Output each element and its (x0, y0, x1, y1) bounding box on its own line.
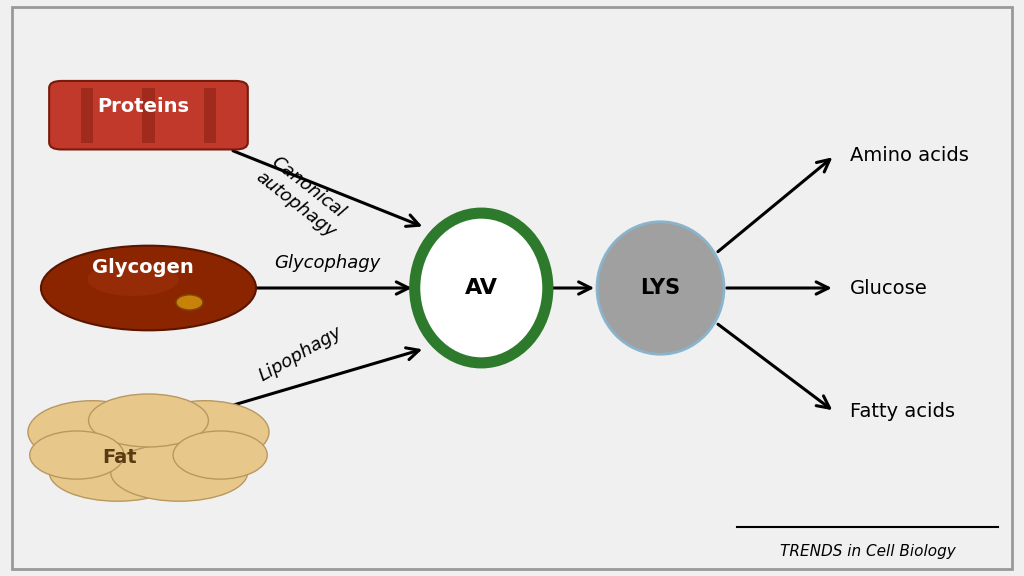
Text: Fat: Fat (102, 449, 137, 467)
Text: Glycophagy: Glycophagy (274, 255, 381, 272)
Ellipse shape (87, 263, 179, 296)
Ellipse shape (176, 295, 203, 310)
Ellipse shape (30, 431, 124, 479)
Ellipse shape (88, 394, 209, 447)
Text: Fatty acids: Fatty acids (850, 403, 955, 421)
Text: LYS: LYS (640, 278, 681, 298)
Bar (81, 88, 93, 142)
Ellipse shape (597, 222, 724, 354)
Text: AV: AV (465, 278, 498, 298)
Ellipse shape (41, 245, 256, 331)
Text: Amino acids: Amino acids (850, 146, 969, 165)
Bar (204, 88, 216, 142)
Bar (142, 88, 155, 142)
Ellipse shape (46, 401, 251, 498)
Text: Glycogen: Glycogen (92, 259, 194, 277)
Ellipse shape (28, 401, 157, 463)
Text: Proteins: Proteins (97, 97, 189, 116)
Ellipse shape (49, 444, 186, 501)
Text: Glucose: Glucose (850, 279, 928, 297)
Ellipse shape (415, 213, 548, 363)
Ellipse shape (111, 444, 248, 501)
Text: TRENDS in Cell Biology: TRENDS in Cell Biology (780, 544, 956, 559)
Ellipse shape (140, 401, 269, 463)
Ellipse shape (173, 431, 267, 479)
FancyBboxPatch shape (49, 81, 248, 149)
Text: Canonical
autophagy: Canonical autophagy (252, 151, 352, 241)
Text: Lipophagy: Lipophagy (255, 323, 345, 385)
